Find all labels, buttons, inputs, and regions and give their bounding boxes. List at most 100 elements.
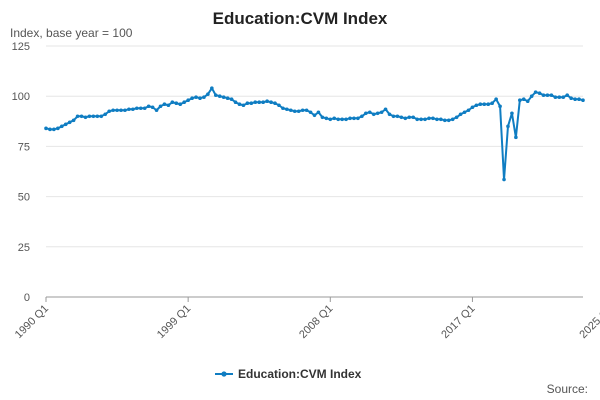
data-point[interactable] xyxy=(332,116,337,121)
data-point[interactable] xyxy=(537,91,542,95)
data-point[interactable] xyxy=(375,111,380,116)
data-point[interactable] xyxy=(273,101,277,106)
data-point[interactable] xyxy=(340,117,344,122)
data-point[interactable] xyxy=(549,93,554,97)
data-point[interactable] xyxy=(356,116,360,121)
data-point[interactable] xyxy=(446,118,451,123)
data-point[interactable] xyxy=(348,116,352,121)
data-point[interactable] xyxy=(83,115,88,120)
data-point[interactable] xyxy=(107,109,111,114)
data-point[interactable] xyxy=(237,102,242,107)
data-point[interactable] xyxy=(174,101,179,106)
data-point[interactable] xyxy=(103,112,108,117)
data-point[interactable] xyxy=(423,117,427,122)
data-point[interactable] xyxy=(194,95,198,99)
data-point[interactable] xyxy=(486,102,491,107)
data-point[interactable] xyxy=(399,115,404,120)
data-point[interactable] xyxy=(364,111,368,116)
data-point[interactable] xyxy=(553,95,558,99)
data-point[interactable] xyxy=(462,110,467,115)
data-point[interactable] xyxy=(48,127,52,132)
data-point[interactable] xyxy=(178,102,183,107)
data-point[interactable] xyxy=(454,115,459,120)
data-point[interactable] xyxy=(395,114,400,119)
data-point[interactable] xyxy=(186,98,190,103)
data-point[interactable] xyxy=(87,114,92,119)
data-point[interactable] xyxy=(470,105,475,110)
data-point[interactable] xyxy=(411,115,416,120)
data-point[interactable] xyxy=(529,94,534,98)
data-point[interactable] xyxy=(296,109,301,114)
data-point[interactable] xyxy=(360,114,364,119)
data-point[interactable] xyxy=(71,118,76,123)
data-point[interactable] xyxy=(257,100,262,105)
data-point[interactable] xyxy=(478,102,483,107)
data-point[interactable] xyxy=(415,117,419,122)
data-point[interactable] xyxy=(557,95,562,99)
data-point[interactable] xyxy=(198,96,202,101)
data-point[interactable] xyxy=(182,100,186,105)
data-point[interactable] xyxy=(170,100,175,105)
legend[interactable]: Education:CVM Index xyxy=(215,367,362,381)
data-point[interactable] xyxy=(443,118,447,123)
data-point[interactable] xyxy=(75,114,80,119)
data-point[interactable] xyxy=(158,104,163,109)
data-point[interactable] xyxy=(482,102,487,107)
data-point[interactable] xyxy=(431,116,435,121)
data-point[interactable] xyxy=(162,102,167,107)
data-point[interactable] xyxy=(142,106,147,111)
data-point[interactable] xyxy=(450,117,455,122)
data-point[interactable] xyxy=(229,97,234,102)
data-point[interactable] xyxy=(277,103,281,108)
data-point[interactable] xyxy=(79,114,84,119)
data-point[interactable] xyxy=(577,97,581,102)
data-point[interactable] xyxy=(67,120,72,125)
data-point[interactable] xyxy=(533,90,538,94)
data-point[interactable] xyxy=(498,104,502,109)
data-point[interactable] xyxy=(569,96,573,101)
data-point[interactable] xyxy=(466,108,471,113)
data-point[interactable] xyxy=(281,106,285,111)
data-point[interactable] xyxy=(490,101,494,106)
data-point[interactable] xyxy=(249,101,254,106)
data-point[interactable] xyxy=(261,100,265,105)
data-point[interactable] xyxy=(154,108,159,113)
data-point[interactable] xyxy=(233,100,238,105)
data-point[interactable] xyxy=(63,122,68,127)
data-point[interactable] xyxy=(253,100,258,105)
data-point[interactable] xyxy=(352,116,356,121)
data-point[interactable] xyxy=(308,110,313,115)
data-point[interactable] xyxy=(514,135,518,140)
data-point[interactable] xyxy=(217,94,222,98)
data-point[interactable] xyxy=(344,117,348,122)
data-point[interactable] xyxy=(403,116,408,121)
data-point[interactable] xyxy=(458,112,463,117)
data-point[interactable] xyxy=(407,115,412,120)
data-point[interactable] xyxy=(510,111,514,116)
data-point[interactable] xyxy=(525,99,530,104)
data-point[interactable] xyxy=(541,93,546,97)
data-point[interactable] xyxy=(427,116,431,121)
data-point[interactable] xyxy=(300,108,305,113)
data-point[interactable] xyxy=(320,115,325,120)
data-point[interactable] xyxy=(210,86,214,90)
data-point[interactable] xyxy=(324,116,329,121)
data-point[interactable] xyxy=(304,108,309,113)
data-point[interactable] xyxy=(379,110,384,115)
data-point[interactable] xyxy=(150,105,155,110)
data-point[interactable] xyxy=(269,100,273,105)
data-point[interactable] xyxy=(289,108,293,113)
data-point[interactable] xyxy=(56,126,60,131)
data-point[interactable] xyxy=(190,96,194,101)
data-point[interactable] xyxy=(371,112,376,117)
data-point[interactable] xyxy=(292,109,297,114)
data-point[interactable] xyxy=(95,114,100,119)
data-point[interactable] xyxy=(561,95,566,99)
data-point[interactable] xyxy=(131,107,135,112)
data-point[interactable] xyxy=(127,107,131,112)
data-point[interactable] xyxy=(202,95,206,99)
data-point[interactable] xyxy=(166,103,171,108)
data-point[interactable] xyxy=(328,117,333,122)
data-point[interactable] xyxy=(502,177,506,182)
data-point[interactable] xyxy=(138,106,143,111)
